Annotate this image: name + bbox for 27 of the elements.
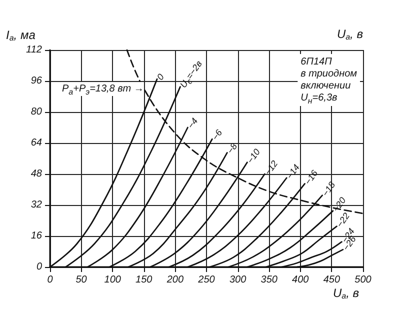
- x-tick-label: 500: [354, 274, 372, 286]
- text: −16: [302, 168, 320, 187]
- x-tick-label: 100: [104, 274, 122, 286]
- y-tick-label: 48: [30, 168, 42, 180]
- x-tick-label: 0: [47, 274, 54, 286]
- text: −4: [186, 116, 200, 130]
- text: −12: [262, 158, 280, 177]
- y-tick-label: 32: [30, 200, 42, 210]
- y-tick-label: 112: [26, 44, 42, 56]
- y-tick-label: 16: [30, 230, 42, 242]
- x-tick-label: 350: [260, 274, 278, 286]
- text: −6: [210, 128, 224, 142]
- y-tick-label: 96: [30, 76, 42, 86]
- y-tick-label: 0: [36, 262, 42, 272]
- x-tick-label: 300: [229, 274, 247, 286]
- text: −8: [225, 141, 240, 156]
- text: −14: [284, 162, 302, 181]
- x-tick-label: 200: [166, 274, 184, 286]
- y-tick-label: 80: [30, 106, 42, 118]
- x-tick-label: 450: [323, 274, 340, 286]
- x-tick-label: 150: [136, 274, 153, 286]
- text: 0: [154, 72, 166, 82]
- x-tick-label: 250: [197, 274, 216, 286]
- x-tick-label: 50: [76, 274, 88, 286]
- x-tick-label: 400: [292, 274, 310, 286]
- text: −10: [245, 146, 262, 166]
- y-tick-label: 64: [30, 138, 42, 148]
